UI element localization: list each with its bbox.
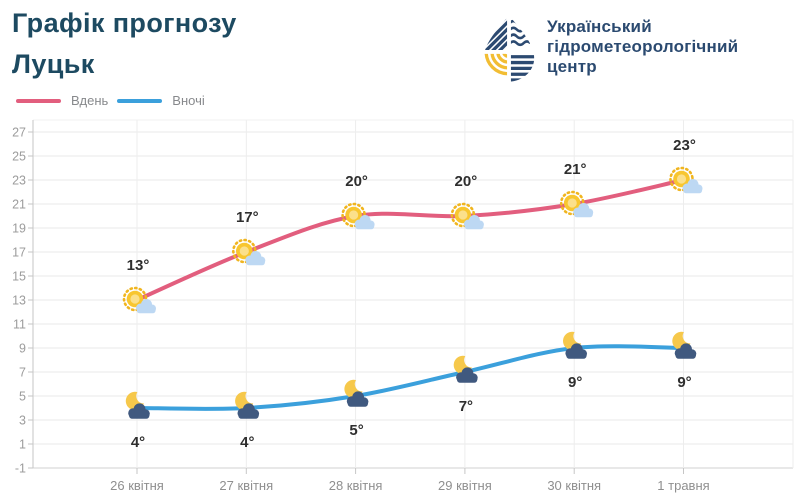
y-axis-tick-label: -1 — [15, 462, 26, 476]
y-axis-tick-label: 7 — [19, 366, 26, 380]
uhmc-logo-text: Український гідрометеорологічний центр — [547, 17, 738, 77]
day-temp-label: 13° — [127, 257, 150, 274]
x-axis-tick-label: 1 травня — [657, 478, 709, 493]
y-axis-tick-label: 13 — [12, 294, 26, 308]
moon-behind-cloud-icon — [235, 391, 260, 419]
y-axis-tick-label: 27 — [12, 126, 26, 140]
day-line — [135, 178, 686, 302]
legend-item-day[interactable]: Вдень — [16, 93, 108, 108]
page-title: Графік прогнозу — [12, 8, 237, 38]
y-axis-tick-label: 3 — [19, 414, 26, 428]
moon-behind-cloud-icon — [672, 331, 697, 359]
logo-text-line2: гідрометеорологічний — [547, 37, 739, 56]
legend-item-night[interactable]: Вночі — [117, 93, 205, 108]
moon-behind-cloud-icon — [125, 391, 150, 419]
y-axis-tick-label: 25 — [12, 150, 26, 164]
city-title: Луцьк — [12, 49, 95, 79]
night-temp-label: 9° — [568, 374, 582, 391]
night-line — [135, 344, 686, 411]
night-line-swatch — [117, 98, 163, 103]
sun-behind-cloud-icon — [669, 166, 703, 194]
day-temp-label: 20° — [455, 173, 478, 190]
y-axis-tick-label: 9 — [19, 342, 26, 356]
night-temp-label: 9° — [677, 374, 691, 391]
y-axis-tick-label: 21 — [12, 198, 26, 212]
day-temp-label: 17° — [236, 209, 259, 226]
sun-behind-cloud-icon — [122, 286, 156, 314]
night-temp-label: 4° — [131, 434, 145, 451]
moon-behind-cloud-icon — [563, 331, 587, 359]
sun-behind-cloud-icon — [450, 202, 484, 230]
y-axis-tick-label: 23 — [12, 174, 26, 188]
uhmc-logo: Український гідрометеорологічний центр — [480, 14, 738, 82]
day-temp-label: 20° — [345, 173, 368, 190]
moon-behind-cloud-icon — [453, 355, 478, 383]
y-axis-tick-label: 19 — [12, 222, 26, 236]
y-axis-tick-label: 15 — [12, 270, 26, 284]
night-temp-label: 4° — [240, 434, 254, 451]
legend-label-day: Вдень — [71, 93, 109, 108]
sun-behind-cloud-icon — [559, 190, 594, 218]
y-axis-tick-label: 17 — [12, 246, 26, 260]
x-axis-tick-label: 26 квітня — [110, 478, 164, 493]
y-axis-tick-label: 11 — [13, 318, 26, 332]
uhmc-droplet-logo-icon — [483, 16, 535, 82]
y-axis-tick-label: 5 — [19, 390, 26, 404]
day-temp-label: 23° — [673, 137, 696, 154]
logo-text-line1: Український — [547, 17, 652, 36]
x-axis-tick-label: 30 квітня — [547, 478, 601, 493]
night-temp-label: 7° — [459, 398, 473, 415]
sun-behind-cloud-icon — [232, 238, 266, 266]
day-temp-label: 21° — [564, 161, 587, 178]
x-axis-tick-label: 27 квітня — [219, 478, 273, 493]
chart-legend: Вдень Вночі — [16, 93, 214, 108]
logo-text-line3: центр — [547, 57, 597, 76]
x-axis-tick-label: 28 квітня — [329, 478, 383, 493]
legend-label-night: Вночі — [172, 93, 205, 108]
night-temp-label: 5° — [349, 422, 363, 439]
x-axis-tick-label: 29 квітня — [438, 478, 492, 493]
moon-behind-cloud-icon — [344, 379, 369, 407]
day-line-swatch — [16, 98, 61, 103]
sun-behind-cloud-icon — [341, 202, 375, 230]
y-axis-tick-label: 1 — [19, 438, 26, 452]
